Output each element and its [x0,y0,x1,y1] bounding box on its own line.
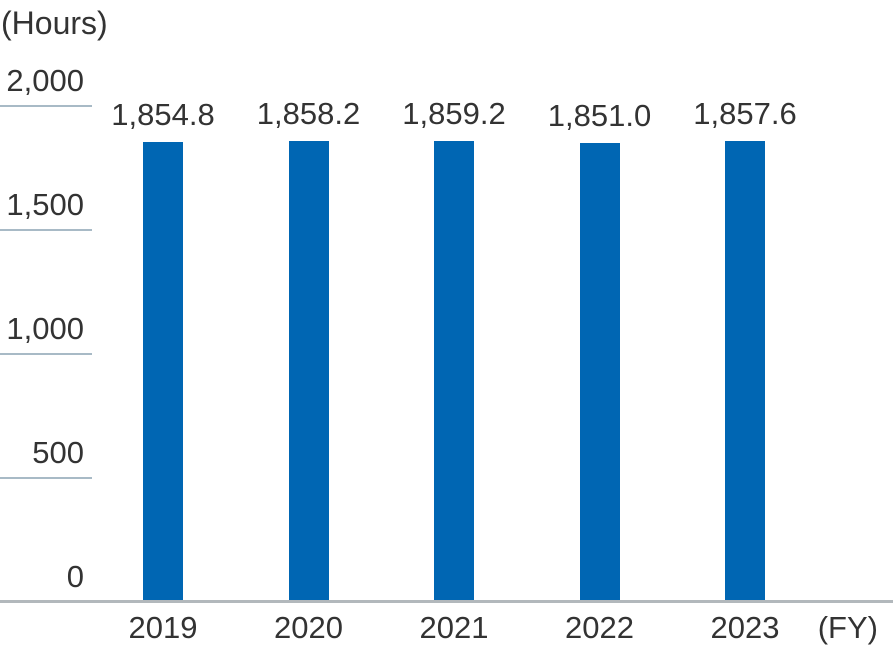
x-tick-label: 2023 [710,610,780,645]
y-gridline [0,105,92,107]
y-tick-label: 500 [32,435,84,470]
value-label: 1,851.0 [547,97,652,133]
x-tick-label: 2021 [419,610,489,645]
y-gridline [0,353,92,355]
x-tick-label: 2020 [274,610,343,645]
x-tick-label: 2022 [565,610,634,645]
value-label: 1,859.2 [402,95,506,131]
y-tick-label: 1,000 [6,311,84,346]
y-tick-label: 2,000 [6,63,84,98]
bar-2022 [579,142,620,602]
y-tick-label: 0 [66,559,84,594]
x-axis-line [0,600,893,603]
bar-2021 [434,140,474,602]
y-gridline [0,477,92,479]
y-tick-label: 1,500 [6,187,84,222]
bar-2019 [143,142,183,602]
x-tick-label: 2019 [128,610,198,645]
value-label: 1,857.6 [693,96,797,132]
bar-2020 [288,141,329,602]
x-axis-unit-label: (FY) [817,610,878,645]
y-axis-unit-label: (Hours) [1,5,108,41]
y-gridline [0,229,92,231]
value-label: 1,854.8 [111,97,215,133]
value-label: 1,858.2 [256,96,361,132]
bar-2023 [725,141,765,602]
